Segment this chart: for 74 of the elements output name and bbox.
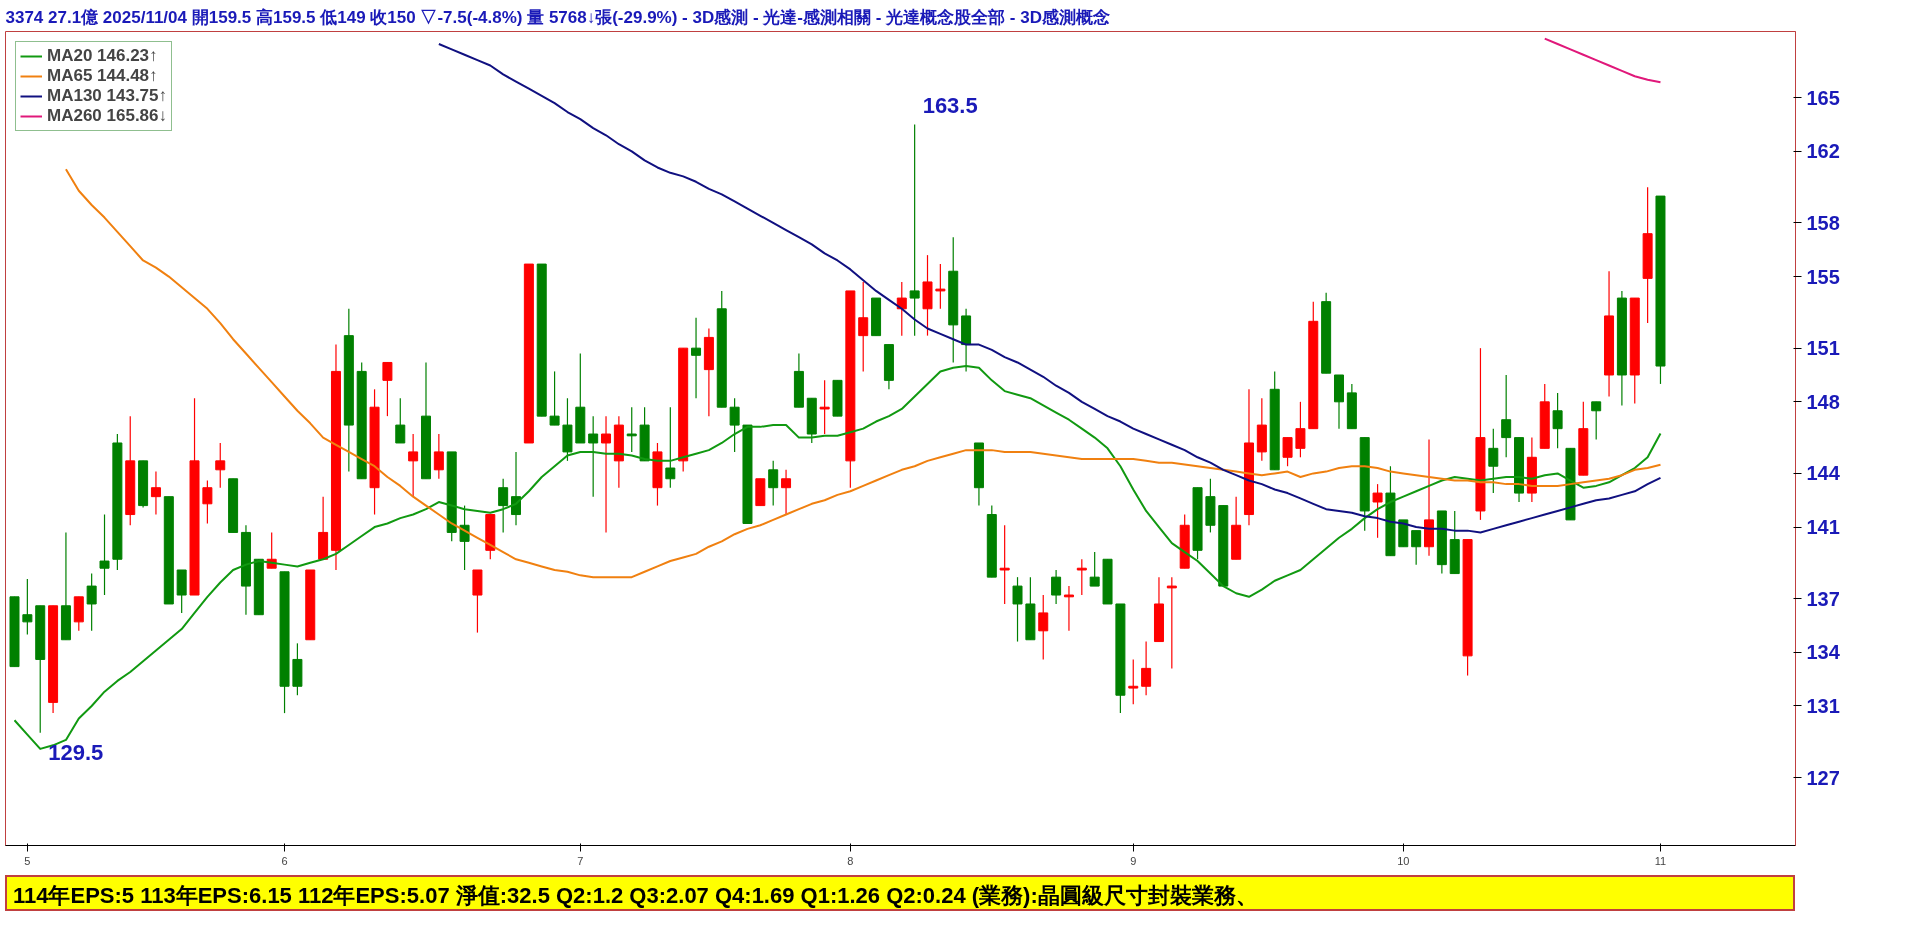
legend-label: MA260 165.86↓	[47, 106, 168, 126]
candlestick	[1038, 594, 1049, 661]
candlestick	[408, 433, 419, 498]
legend-label: MA130 143.75↑	[47, 86, 168, 106]
candlestick	[1051, 569, 1062, 605]
annotation: 129.5	[48, 739, 104, 765]
candlestick	[1141, 640, 1152, 696]
candlestick	[1411, 530, 1422, 566]
candlestick	[858, 281, 869, 373]
candlestick	[1488, 428, 1499, 494]
candlestick	[1012, 576, 1023, 643]
candlestick	[1063, 585, 1074, 632]
text: 114年EPS:5 113年EPS:6.15 112年EPS:5.07 淨值:32.5 Q2:1.2 Q3:2.07 Q4:1.69 Q1:1.26 Q2:0.24 (業務):晶圓級尺寸封裝業務、	[13, 882, 1258, 910]
annotation: 163.5	[922, 92, 978, 118]
candlestick	[781, 469, 792, 516]
line-series	[1543, 37, 1662, 84]
legend-label: MA20 146.23↑	[47, 46, 158, 66]
candlestick	[935, 263, 946, 310]
legend-label: MA65 144.48↑	[47, 66, 158, 86]
x-tick-label: 7	[577, 854, 584, 867]
candlestick	[1128, 658, 1139, 705]
chart-title: 3374 27.1億 2025/11/04 開159.5 高159.5 低149 收150 ▽-7.5(-4.8%) 量 5768↓張(-29.9%) - 3D感測 - 光達-感測相關 - 光達概念股全部 - 3D感測概念	[5, 7, 1110, 27]
candlestick	[1295, 401, 1306, 458]
x-tick-label: 5	[24, 854, 31, 867]
y-tick-label: 127	[1806, 766, 1840, 789]
candlestick	[665, 406, 676, 489]
candlestick	[729, 397, 740, 453]
x-tick-label: 9	[1130, 854, 1137, 867]
y-tick-label: 131	[1806, 694, 1840, 717]
candlestick	[1552, 392, 1563, 449]
y-tick-label: 141	[1806, 516, 1840, 539]
line-series	[64, 168, 1662, 579]
y-tick-label: 144	[1806, 462, 1841, 485]
candlestick	[459, 504, 470, 571]
candlestick	[601, 415, 612, 534]
candlestick	[202, 479, 213, 525]
candlestick	[1372, 483, 1383, 539]
x-tick-label: 6	[281, 854, 288, 867]
candlestick	[549, 370, 560, 426]
candlestick	[433, 433, 444, 480]
x-tick-label: 8	[847, 854, 854, 867]
candlestick	[86, 572, 97, 632]
candlestick	[1501, 374, 1512, 458]
candlestick	[395, 397, 406, 444]
candlestick	[150, 471, 161, 516]
y-tick-label: 158	[1806, 211, 1840, 234]
candlestick	[498, 478, 509, 534]
candlestick	[588, 415, 599, 498]
y-tick-label: 148	[1806, 390, 1840, 413]
candlestick	[382, 361, 393, 417]
y-tick-label: 162	[1806, 140, 1840, 163]
line-series	[437, 43, 1662, 534]
y-tick-label: 151	[1806, 337, 1840, 360]
candlestick	[896, 281, 907, 337]
y-tick-label: 165	[1806, 86, 1840, 109]
candlestick	[1282, 437, 1293, 467]
x-tick-label: 10	[1397, 854, 1410, 867]
candlestick	[99, 513, 110, 596]
candlestick	[22, 578, 33, 635]
y-tick-label: 134	[1806, 641, 1841, 664]
x-tick-label: 11	[1654, 854, 1667, 867]
candlestick	[999, 524, 1010, 605]
y-tick-label: 137	[1806, 587, 1840, 610]
candlestick	[1166, 576, 1177, 669]
candlestick	[819, 379, 830, 435]
candlestick	[1591, 401, 1602, 440]
candlestick	[909, 123, 920, 337]
candlestick	[626, 406, 637, 453]
candlestick	[1076, 558, 1087, 596]
candlestick	[691, 317, 702, 399]
candlestick	[768, 460, 779, 507]
candlestick	[215, 442, 226, 489]
candlestick	[1089, 551, 1100, 587]
y-tick-label: 155	[1806, 265, 1840, 288]
